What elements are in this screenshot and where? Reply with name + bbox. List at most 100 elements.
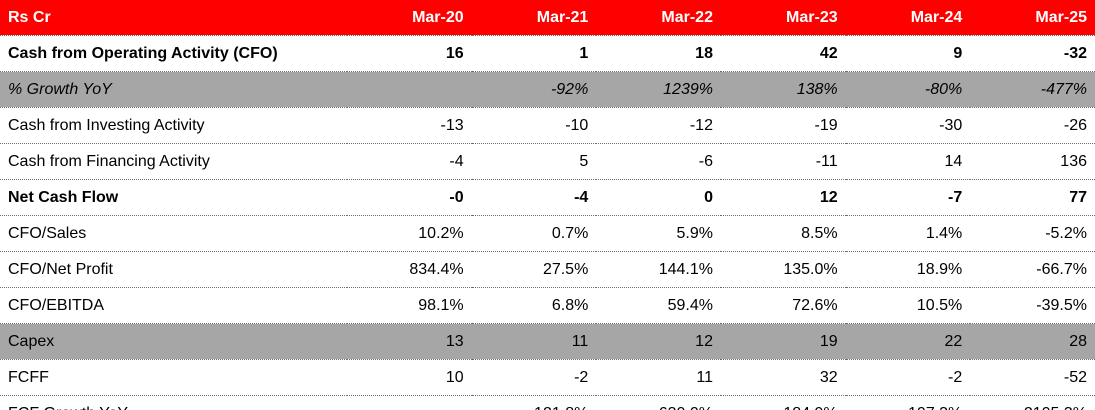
table-body: Cash from Operating Activity (CFO) 16 1 18 4… (0, 35, 1095, 410)
value-cell: 98.1% (347, 287, 472, 324)
value-cell: 144.1% (596, 251, 721, 288)
value-cell: 16 (347, 35, 472, 72)
value-cell: -4 (347, 143, 472, 180)
value-cell: -12 (596, 107, 721, 144)
value-cell: 135.0% (720, 251, 846, 288)
table-row: Cash from Operating Activity (CFO) 16 1 18 4… (0, 35, 1095, 72)
value-cell: -10 (471, 107, 597, 144)
row-label: CFO/Net Profit (0, 251, 347, 288)
value-cell: -107.3% (845, 395, 971, 410)
table-row: FCF Growth YoY -121.8%630.0%184.9%-107.3%… (0, 395, 1095, 410)
column-header-mar-23: Mar-23 (720, 0, 846, 36)
table-row: Net Cash Flow -0 -4 0 12 -7 77 (0, 179, 1095, 216)
row-label: % Growth YoY (0, 71, 347, 108)
table-row: CFO/Sales 10.2% 0.7% 5.9% 8.5% 1.4% -5.2% (0, 215, 1095, 252)
value-cell: -7 (845, 179, 971, 216)
table-header: Rs Cr Mar-20 Mar-21 Mar-22 Mar-23 Mar-24… (0, 0, 1095, 36)
value-cell: 28 (970, 323, 1095, 360)
value-cell: 834.4% (347, 251, 472, 288)
value-cell: -477% (970, 71, 1095, 108)
column-header-mar-24: Mar-24 (845, 0, 971, 36)
value-cell: -26 (970, 107, 1095, 144)
value-cell: -121.8% (471, 395, 597, 410)
value-cell: -2 (471, 359, 597, 396)
value-cell: -92% (471, 71, 597, 108)
value-cell: -32 (970, 35, 1095, 72)
value-cell: 59.4% (596, 287, 721, 324)
value-cell: 13 (347, 323, 472, 360)
table-row: CFO/Net Profit 834.4% 27.5% 144.1% 135.0% 18.… (0, 251, 1095, 288)
row-label: FCF Growth YoY (0, 395, 347, 410)
value-cell: 14 (845, 143, 971, 180)
column-header-mar-22: Mar-22 (596, 0, 721, 36)
row-label: Cash from Investing Activity (0, 107, 347, 144)
value-cell: 12 (596, 323, 721, 360)
value-cell: 136 (970, 143, 1095, 180)
value-cell: -5.2% (970, 215, 1095, 252)
value-cell: -2105.3% (970, 395, 1095, 410)
value-cell: 10.2% (347, 215, 472, 252)
row-label: Cash from Operating Activity (CFO) (0, 35, 347, 72)
value-cell: -66.7% (970, 251, 1095, 288)
value-cell (347, 395, 472, 410)
value-cell: 5.9% (596, 215, 721, 252)
value-cell: 6.8% (471, 287, 597, 324)
value-cell: 1 (471, 35, 597, 72)
value-cell: -6 (596, 143, 721, 180)
value-cell: -11 (720, 143, 846, 180)
row-label: Net Cash Flow (0, 179, 347, 216)
value-cell: 0.7% (471, 215, 597, 252)
table-row: CFO/EBITDA 98.1% 6.8% 59.4% 72.6% 10.5% -39.5% (0, 287, 1095, 324)
column-header-mar-20: Mar-20 (347, 0, 472, 36)
value-cell: -80% (845, 71, 971, 108)
unit-label: Rs Cr (0, 0, 347, 36)
value-cell: 630.0% (596, 395, 721, 410)
value-cell: 138% (720, 71, 846, 108)
row-label: CFO/EBITDA (0, 287, 347, 324)
column-header-mar-25: Mar-25 (970, 0, 1095, 36)
value-cell: 32 (720, 359, 846, 396)
value-cell: -4 (471, 179, 597, 216)
value-cell: -30 (845, 107, 971, 144)
value-cell: 77 (970, 179, 1095, 216)
header-row: Rs Cr Mar-20 Mar-21 Mar-22 Mar-23 Mar-24… (0, 0, 1095, 36)
value-cell: 5 (471, 143, 597, 180)
table-row: % Growth YoY -92% 1239% 138% -80% -477% (0, 71, 1095, 108)
value-cell: -52 (970, 359, 1095, 396)
value-cell: -2 (845, 359, 971, 396)
value-cell: 0 (596, 179, 721, 216)
value-cell: -39.5% (970, 287, 1095, 324)
row-label: CFO/Sales (0, 215, 347, 252)
value-cell: 22 (845, 323, 971, 360)
value-cell: 184.9% (720, 395, 846, 410)
table-row: Cash from Investing Activity -13 -10 -12 -19… (0, 107, 1095, 144)
value-cell: 1.4% (845, 215, 971, 252)
value-cell: 19 (720, 323, 846, 360)
value-cell: 9 (845, 35, 971, 72)
value-cell: 8.5% (720, 215, 846, 252)
value-cell: 18.9% (845, 251, 971, 288)
row-label: Cash from Financing Activity (0, 143, 347, 180)
table-row: Cash from Financing Activity -4 5 -6 -11 14 13… (0, 143, 1095, 180)
value-cell: 42 (720, 35, 846, 72)
value-cell: 10 (347, 359, 472, 396)
value-cell: 10.5% (845, 287, 971, 324)
value-cell: -0 (347, 179, 472, 216)
value-cell: -19 (720, 107, 846, 144)
value-cell: 12 (720, 179, 846, 216)
value-cell: 11 (596, 359, 721, 396)
value-cell (347, 71, 472, 108)
row-label: FCFF (0, 359, 347, 396)
value-cell: 1239% (596, 71, 721, 108)
value-cell: 72.6% (720, 287, 846, 324)
value-cell: 18 (596, 35, 721, 72)
table-row: FCFF 10 -2 11 32 -2 -52 (0, 359, 1095, 396)
column-header-mar-21: Mar-21 (471, 0, 597, 36)
value-cell: 27.5% (471, 251, 597, 288)
table-row: Capex 13 11 12 19 22 28 (0, 323, 1095, 360)
value-cell: -13 (347, 107, 472, 144)
value-cell: 11 (471, 323, 597, 360)
row-label: Capex (0, 323, 347, 360)
